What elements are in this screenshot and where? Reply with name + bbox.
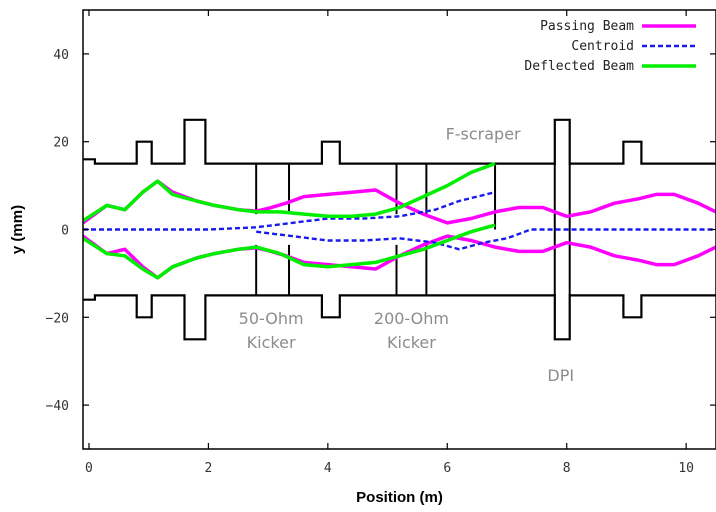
- aperture-outline: [83, 118, 716, 341]
- y-tick-label: −40: [46, 399, 69, 414]
- annotation-label: Kicker: [247, 333, 296, 352]
- x-tick-label: 0: [85, 461, 93, 476]
- aperture-lower-line: [83, 294, 716, 341]
- x-tick-label: 2: [204, 461, 212, 476]
- y-tick-label: 20: [53, 136, 69, 151]
- y-tick-label: 0: [61, 224, 69, 239]
- y-tick-label: −20: [46, 311, 69, 326]
- annotation-label: 200-Ohm: [374, 309, 449, 328]
- annotation-label: Kicker: [387, 333, 436, 352]
- deflected-beam-line: [83, 223, 496, 280]
- annotation-label: DPI: [547, 366, 574, 385]
- aperture-upper-line: [83, 118, 716, 165]
- annotation-label: 50-Ohm: [239, 309, 304, 328]
- legend-label: Deflected Beam: [524, 59, 634, 74]
- deflected-beam-line: [83, 161, 496, 223]
- x-axis-title: Position (m): [356, 489, 443, 506]
- centroid-line: [83, 191, 496, 231]
- x-tick-label: 10: [678, 461, 694, 476]
- annotation-label: F-scraper: [446, 125, 521, 144]
- legend-label: Centroid: [571, 39, 634, 54]
- centroid-line: [256, 228, 716, 251]
- legend-label: Passing Beam: [540, 19, 634, 34]
- axis-ticks: 0 2 4 6 8 10 −40 −20 0 20 40: [46, 10, 716, 476]
- passing-beam-line: [83, 179, 716, 225]
- x-tick-label: 8: [563, 461, 571, 476]
- plot-frame: [82, 9, 716, 450]
- series-lines: [83, 161, 716, 280]
- component-annotations: F-scraper 50-Ohm Kicker 200-Ohm Kicker DPI: [239, 125, 574, 385]
- x-tick-label: 4: [324, 461, 332, 476]
- y-axis-title: y (mm): [9, 205, 26, 254]
- legend: Passing Beam Centroid Deflected Beam: [524, 19, 696, 74]
- x-tick-label: 6: [443, 461, 451, 476]
- y-tick-label: 40: [53, 48, 69, 63]
